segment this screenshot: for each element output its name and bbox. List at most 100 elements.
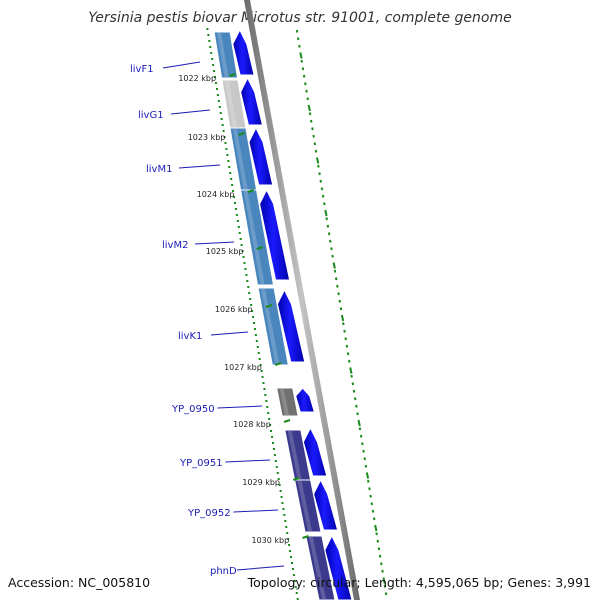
guide-dot xyxy=(214,76,217,78)
gc-content-mark xyxy=(342,322,345,326)
gc-content-mark xyxy=(368,487,371,491)
guide-dot xyxy=(232,190,235,192)
guide-dot xyxy=(229,172,232,174)
gene-bar-yp-0950[interactable] xyxy=(276,387,299,417)
gc-content-mark xyxy=(356,412,359,416)
gc-content-mark xyxy=(315,157,320,164)
guide-dot xyxy=(210,52,213,54)
guide-dot xyxy=(275,466,278,468)
gene-label-livk1[interactable]: livK1 xyxy=(178,331,202,342)
guide-dot xyxy=(256,346,259,348)
gc-content-mark xyxy=(355,404,358,408)
gc-content-mark xyxy=(301,67,305,71)
forward-cds-arrow[interactable] xyxy=(302,426,328,477)
guide-dot xyxy=(242,256,245,258)
gene-label-yp-0952[interactable]: YP_0952 xyxy=(187,508,231,519)
guide-dot xyxy=(227,160,230,162)
gene-bar-livf1[interactable] xyxy=(213,31,239,79)
scale-tick-label: 1022 kbp xyxy=(178,74,216,83)
guide-dot xyxy=(291,568,294,570)
gc-content-mark xyxy=(365,472,370,479)
gc-content-mark xyxy=(327,232,331,236)
gc-content-mark xyxy=(383,584,387,588)
gc-content-mark xyxy=(380,562,383,566)
scale-tick-label: 1026 kbp xyxy=(215,305,253,314)
gc-content-mark xyxy=(313,142,317,146)
forward-cds-arrow[interactable] xyxy=(240,76,264,126)
guide-dot xyxy=(282,508,285,510)
gc-content-mark xyxy=(340,314,345,322)
scale-tick xyxy=(293,477,300,481)
gc-content-mark xyxy=(314,149,318,153)
guide-dot xyxy=(279,490,282,492)
gc-content-mark xyxy=(325,217,328,221)
guide-dot xyxy=(266,406,269,408)
gc-content-mark xyxy=(381,569,384,573)
guide-dot xyxy=(228,166,231,168)
guide-dot xyxy=(262,382,265,384)
gene-label-livm1[interactable]: livM1 xyxy=(146,164,172,175)
guide-dot xyxy=(222,130,225,132)
forward-cds-arrow[interactable] xyxy=(313,478,339,531)
forward-cds-arrow[interactable] xyxy=(259,188,291,281)
gc-content-mark xyxy=(372,517,376,521)
gc-content-mark xyxy=(339,307,343,311)
forward-cds-arrow[interactable] xyxy=(324,534,353,600)
gene-label-leader xyxy=(162,61,201,69)
gene-label-leader xyxy=(194,241,235,245)
gene-label-livg1[interactable]: livG1 xyxy=(138,110,164,121)
gene-label-phnd[interactable]: phnD xyxy=(210,566,237,577)
gc-content-mark xyxy=(337,292,340,296)
gene-bar-highlight xyxy=(224,81,237,127)
forward-cds-arrow[interactable] xyxy=(232,28,255,76)
guide-dot xyxy=(289,550,292,552)
forward-cds-arrow[interactable] xyxy=(295,387,315,413)
gc-content-mark xyxy=(384,592,388,596)
gc-content-mark xyxy=(350,374,353,378)
gc-content-mark xyxy=(302,74,306,78)
gene-label-livf1[interactable]: livF1 xyxy=(130,64,154,75)
guide-dot xyxy=(281,502,284,504)
gene-label-livm2[interactable]: livM2 xyxy=(162,240,188,251)
gc-content-mark xyxy=(298,44,301,48)
guide-dot xyxy=(261,376,264,378)
gene-bar-highlight xyxy=(279,389,290,415)
guide-dot xyxy=(207,34,210,36)
guide-dot xyxy=(263,388,266,390)
guide-dot xyxy=(219,112,222,114)
forward-cds-arrow[interactable] xyxy=(276,288,306,363)
gc-content-mark xyxy=(323,202,326,206)
gene-label-leader xyxy=(170,109,211,115)
gene-label-yp-0950[interactable]: YP_0950 xyxy=(171,404,215,415)
genome-stats: Topology: circular; Length: 4,595,065 bp… xyxy=(247,575,591,590)
gc-content-mark xyxy=(330,247,333,251)
guide-dot xyxy=(264,394,267,396)
gene-bar-phnd[interactable] xyxy=(305,535,336,600)
guide-dot xyxy=(272,448,275,450)
guide-dot xyxy=(292,574,295,576)
gc-content-mark xyxy=(326,224,330,228)
scale-tick xyxy=(238,132,246,136)
scale-tick-label: 1028 kbp xyxy=(233,420,271,429)
gc-content-mark xyxy=(363,457,366,461)
gene-label-leader xyxy=(233,509,279,513)
gc-content-mark xyxy=(375,532,378,536)
scale-tick-label: 1030 kbp xyxy=(252,536,290,545)
guide-dot xyxy=(217,100,220,102)
gene-label-yp-0951[interactable]: YP_0951 xyxy=(179,458,223,469)
gene-bar-yp-0952[interactable] xyxy=(293,479,322,533)
gc-content-mark xyxy=(345,344,349,348)
guide-dot xyxy=(252,316,255,318)
guide-dot xyxy=(236,220,239,222)
gc-content-mark xyxy=(320,187,324,191)
forward-cds-arrow[interactable] xyxy=(248,126,274,186)
guide-dot xyxy=(234,208,237,210)
gc-content-mark xyxy=(377,547,381,551)
gc-content-mark xyxy=(295,29,299,33)
guide-dot xyxy=(239,238,242,240)
gene-label-leader xyxy=(178,164,221,169)
gc-content-mark xyxy=(296,37,300,41)
guide-dot xyxy=(225,148,228,150)
gene-bar-livk1[interactable] xyxy=(257,287,289,366)
